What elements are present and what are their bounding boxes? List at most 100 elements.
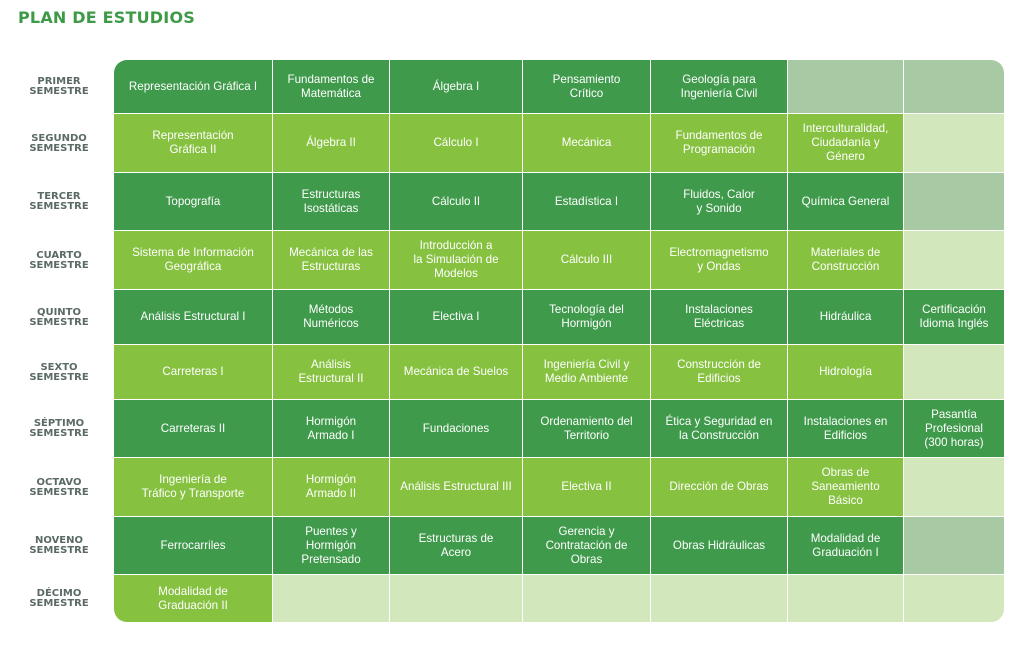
semester-label-ordinal: CUARTO	[36, 249, 82, 261]
course-cell: Dirección de Obras	[651, 458, 788, 517]
course-cell: Geología para Ingeniería Civil	[651, 60, 788, 114]
semester-label-word: SEMESTRE	[29, 486, 89, 498]
empty-course-cell	[904, 231, 1004, 290]
course-cell: Hormigón Armado I	[273, 400, 390, 458]
semester-label-word: SEMESTRE	[29, 597, 89, 609]
empty-course-cell	[904, 173, 1004, 231]
course-cell: Mecánica de Suelos	[390, 345, 523, 400]
course-cell: Química General	[788, 173, 904, 231]
course-cell: Hidrología	[788, 345, 904, 400]
course-cell: Construcción de Edificios	[651, 345, 788, 400]
course-cell: Carreteras II	[114, 400, 273, 458]
course-cell: Modalidad de Graduación I	[788, 517, 904, 575]
semester-label-word: SEMESTRE	[29, 142, 89, 154]
semester-label: SÉPTIMO SEMESTRE	[0, 400, 114, 458]
course-cell: Cálculo II	[390, 173, 523, 231]
empty-course-cell	[904, 114, 1004, 173]
course-cell: Modalidad de Graduación II	[114, 575, 273, 622]
course-cell: Cálculo III	[523, 231, 651, 290]
semester-label-word: SEMESTRE	[29, 428, 89, 439]
semester-label: SEXTO SEMESTRE	[0, 345, 114, 400]
semester-label-ordinal: PRIMER	[37, 76, 81, 87]
course-cell: Obras Hidráulicas	[651, 517, 788, 575]
semester-label-word: SEMESTRE	[29, 371, 89, 383]
course-cell: Análisis Estructural I	[114, 290, 273, 345]
empty-course-cell	[904, 458, 1004, 517]
empty-course-cell	[273, 575, 390, 622]
course-cell: Cálculo I	[390, 114, 523, 173]
course-cell: Representación Gráfica I	[114, 60, 273, 114]
course-cell: Sistema de Información Geográfica	[114, 231, 273, 290]
semester-label-ordinal: QUINTO	[36, 306, 82, 318]
course-cell: Electromagnetismo y Ondas	[651, 231, 788, 290]
semester-label-ordinal: SÉPTIMO	[33, 418, 85, 429]
course-cell: Análisis Estructural II	[273, 345, 390, 400]
semester-label-word: SEMESTRE	[29, 86, 89, 97]
course-cell: Fundamentos de Matemática	[273, 60, 390, 114]
semester-label-word: SEMESTRE	[29, 201, 89, 212]
empty-course-cell	[904, 60, 1004, 114]
course-cell: Fundamentos de Programación	[651, 114, 788, 173]
course-cell: Instalaciones Eléctricas	[651, 290, 788, 345]
empty-course-cell	[651, 575, 788, 622]
course-cell: Álgebra II	[273, 114, 390, 173]
course-cell: Mecánica de las Estructuras	[273, 231, 390, 290]
course-cell: Certificación Idioma Inglés	[904, 290, 1004, 345]
course-cell: Obras de Saneamiento Básico	[788, 458, 904, 517]
course-cell: Estadística I	[523, 173, 651, 231]
course-cell: Electiva II	[523, 458, 651, 517]
course-cell: Gerencia y Contratación de Obras	[523, 517, 651, 575]
semester-label-ordinal: NOVENO	[34, 535, 84, 546]
semester-label-word: SEMESTRE	[29, 259, 89, 271]
semester-label: PRIMER SEMESTRE	[0, 60, 114, 114]
course-cell: Ferrocarriles	[114, 517, 273, 575]
semester-label-ordinal: TERCER	[37, 191, 81, 202]
semester-label-ordinal: OCTAVO	[36, 476, 82, 488]
empty-course-cell	[788, 60, 904, 114]
semester-label-ordinal: SEXTO	[40, 361, 78, 373]
course-cell: Introducción a la Simulación de Modelos	[390, 231, 523, 290]
course-cell: Ordenamiento del Territorio	[523, 400, 651, 458]
empty-course-cell	[788, 575, 904, 622]
curriculum-grid: Representación Gráfica I Fundamentos de M…	[114, 60, 1004, 622]
semester-label-word: SEMESTRE	[29, 316, 89, 328]
empty-course-cell	[904, 575, 1004, 622]
course-cell: Análisis Estructural III	[390, 458, 523, 517]
course-cell: Fluidos, Calor y Sonido	[651, 173, 788, 231]
semester-label: SEGUNDO SEMESTRE	[0, 114, 114, 173]
course-cell: Hormigón Armado II	[273, 458, 390, 517]
empty-course-cell	[390, 575, 523, 622]
semester-label-ordinal: SEGUNDO	[31, 132, 87, 144]
empty-course-cell	[904, 517, 1004, 575]
empty-course-cell	[523, 575, 651, 622]
course-cell: Materiales de Construcción	[788, 231, 904, 290]
course-cell: Carreteras I	[114, 345, 273, 400]
semester-label: NOVENO SEMESTRE	[0, 517, 114, 575]
course-cell: Pasantía Profesional (300 horas)	[904, 400, 1004, 458]
course-cell: Estructuras Isostáticas	[273, 173, 390, 231]
course-cell: Pensamiento Crítico	[523, 60, 651, 114]
semester-label-ordinal: DÉCIMO	[36, 587, 82, 599]
semester-label: CUARTO SEMESTRE	[0, 231, 114, 290]
course-cell: Ética y Seguridad en la Construcción	[651, 400, 788, 458]
course-cell: Topografía	[114, 173, 273, 231]
course-cell: Interculturalidad, Ciudadanía y Género	[788, 114, 904, 173]
course-cell: Mecánica	[523, 114, 651, 173]
course-cell: Electiva I	[390, 290, 523, 345]
course-cell: Ingeniería Civil y Medio Ambiente	[523, 345, 651, 400]
course-cell: Hidráulica	[788, 290, 904, 345]
course-cell: Álgebra I	[390, 60, 523, 114]
semester-label: QUINTO SEMESTRE	[0, 290, 114, 345]
semester-label: OCTAVO SEMESTRE	[0, 458, 114, 517]
course-cell: Ingeniería de Tráfico y Transporte	[114, 458, 273, 517]
page-title: PLAN DE ESTUDIOS	[18, 8, 195, 27]
course-cell: Instalaciones en Edificios	[788, 400, 904, 458]
course-cell: Métodos Numéricos	[273, 290, 390, 345]
course-cell: Fundaciones	[390, 400, 523, 458]
semester-label: DÉCIMO SEMESTRE	[0, 575, 114, 622]
semester-label-word: SEMESTRE	[29, 545, 89, 556]
course-cell: Representación Gráfica II	[114, 114, 273, 173]
course-cell: Tecnología del Hormigón	[523, 290, 651, 345]
semester-label: TERCER SEMESTRE	[0, 173, 114, 231]
course-cell: Puentes y Hormigón Pretensado	[273, 517, 390, 575]
